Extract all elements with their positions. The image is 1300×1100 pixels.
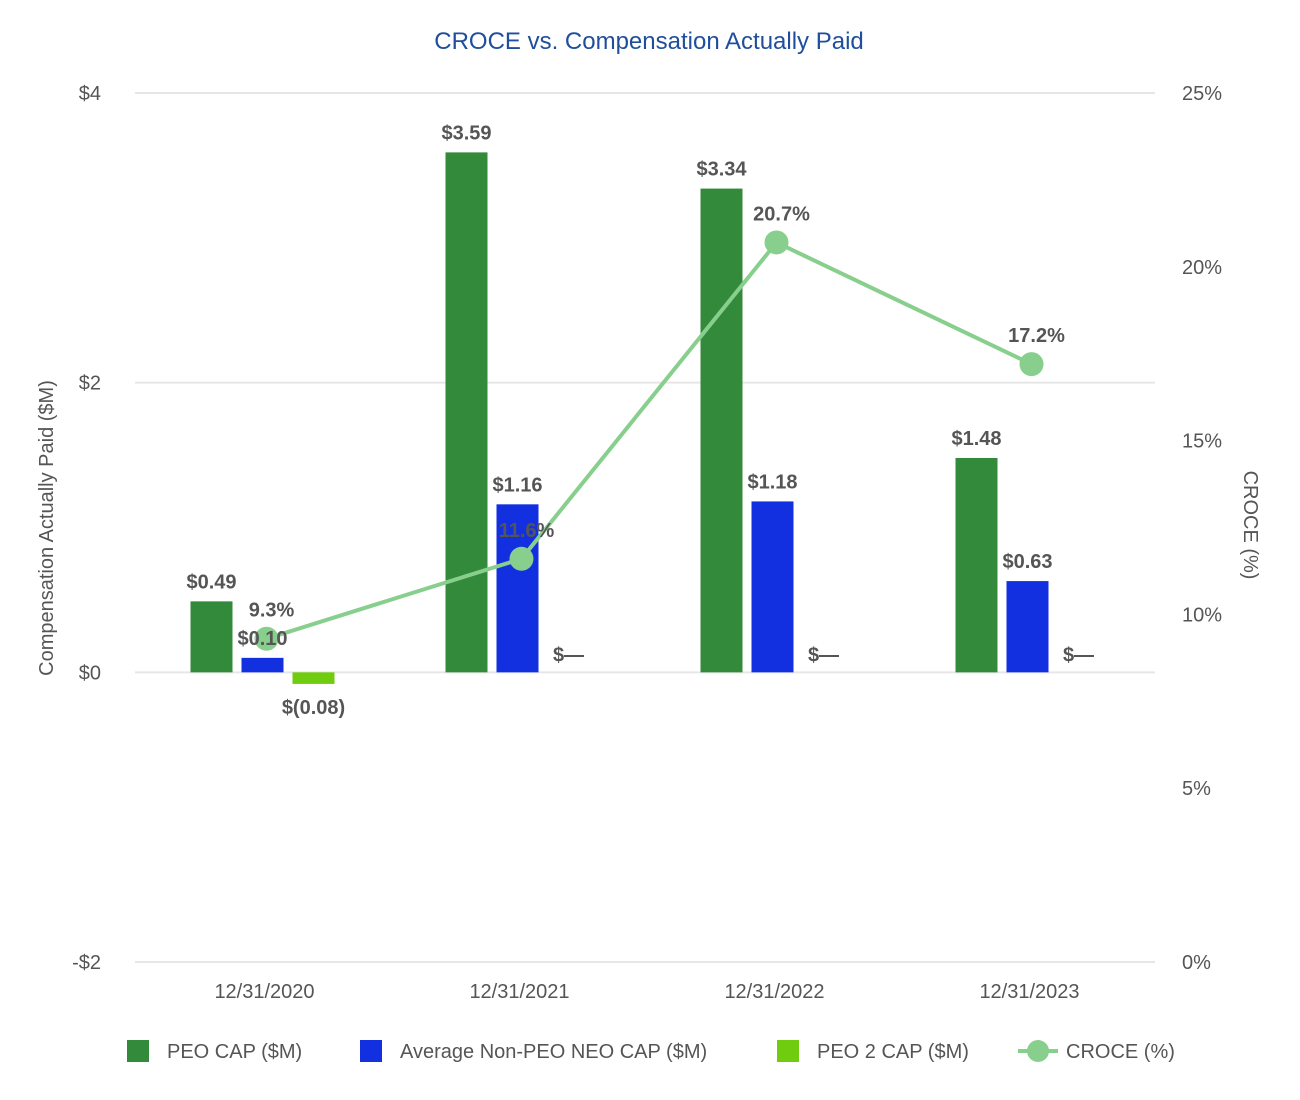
legend-label: PEO CAP ($M) [167, 1041, 302, 1063]
bar-average-non-peo-neo-cap-m [496, 504, 539, 673]
y2-axis-ticks: 25% 20% 15% 10% 5% 0% [1182, 83, 1222, 974]
y-tick-label: $4 [79, 83, 101, 105]
bar-peo-cap-m [955, 457, 998, 673]
y2-tick-label: 0% [1182, 952, 1211, 974]
x-tick-label: 12/31/2023 [979, 981, 1079, 1003]
y2-tick-label: 5% [1182, 778, 1211, 800]
data-labels: $0.49 $3.59 $3.34 $1.48 $0.10 $1.16 $1.18 $0.63… [186, 122, 1094, 719]
bars [190, 152, 1049, 684]
chart-title: CROCE vs. Compensation Actually Paid [434, 28, 864, 55]
legend-swatch [360, 1040, 382, 1062]
gridlines [135, 92, 1155, 963]
bar-peo-cap-m [700, 188, 743, 673]
bar-data-label: $— [553, 644, 584, 666]
bar-data-label: $1.16 [492, 474, 542, 496]
croce-data-label: 11.6% [499, 520, 555, 542]
y-axis-label: Compensation Actually Paid ($M) [36, 380, 58, 676]
bar-peo-cap-m [190, 601, 233, 673]
croce-point [764, 230, 789, 255]
croce-point [509, 546, 534, 571]
croce-point [1019, 352, 1044, 377]
x-axis-ticks: 12/31/2020 12/31/2021 12/31/2022 12/31/2023 [214, 981, 1079, 1003]
croce-data-label: 20.7% [753, 203, 810, 225]
y-tick-label: $0 [79, 662, 101, 684]
bar-peo-cap-m [445, 152, 488, 673]
croce-data-label: 9.3% [249, 600, 295, 622]
y-axis-ticks: $4 $2 $0 -$2 [72, 83, 101, 974]
bar-average-non-peo-neo-cap-m [241, 657, 284, 673]
y2-tick-label: 15% [1182, 431, 1222, 453]
x-tick-label: 12/31/2020 [214, 981, 314, 1003]
bar-peo-2-cap-m [292, 672, 335, 684]
croce-point [254, 626, 279, 651]
bar-average-non-peo-neo-cap-m [751, 501, 794, 673]
legend-label: PEO 2 CAP ($M) [817, 1041, 969, 1063]
bar-data-label: $0.49 [186, 571, 236, 593]
legend-label: CROCE (%) [1066, 1041, 1175, 1063]
bar-data-label: $(0.08) [282, 697, 345, 719]
y2-tick-label: 10% [1182, 604, 1222, 626]
bar-data-label: $— [808, 644, 839, 666]
bar-data-label: $— [1063, 644, 1094, 666]
bar-data-label: $1.18 [747, 471, 797, 493]
bar-data-label: $1.48 [951, 428, 1001, 450]
y-tick-label: $2 [79, 373, 101, 395]
y2-tick-label: 25% [1182, 83, 1222, 105]
bar-data-label: $0.10 [237, 628, 287, 650]
bar-data-label: $3.59 [441, 122, 491, 144]
legend-marker [1027, 1040, 1049, 1062]
bar-average-non-peo-neo-cap-m [1006, 581, 1049, 673]
legend-swatch [127, 1040, 149, 1062]
bar-data-label: $0.63 [1002, 551, 1052, 573]
x-tick-label: 12/31/2021 [469, 981, 569, 1003]
y-tick-label: -$2 [72, 952, 101, 974]
y2-tick-label: 20% [1182, 257, 1222, 279]
bar-data-label: $3.34 [696, 159, 747, 181]
croce-data-label: 17.2% [1008, 325, 1065, 347]
croce-line [265, 240, 1033, 641]
legend-swatch [777, 1040, 799, 1062]
croce-line-layer [254, 230, 1044, 651]
legend: PEO CAP ($M) Average Non-PEO NEO CAP ($M)… [127, 1040, 1175, 1063]
x-tick-label: 12/31/2022 [724, 981, 824, 1003]
legend-label: Average Non-PEO NEO CAP ($M) [400, 1041, 707, 1063]
y2-axis-label: CROCE (%) [1239, 471, 1261, 580]
